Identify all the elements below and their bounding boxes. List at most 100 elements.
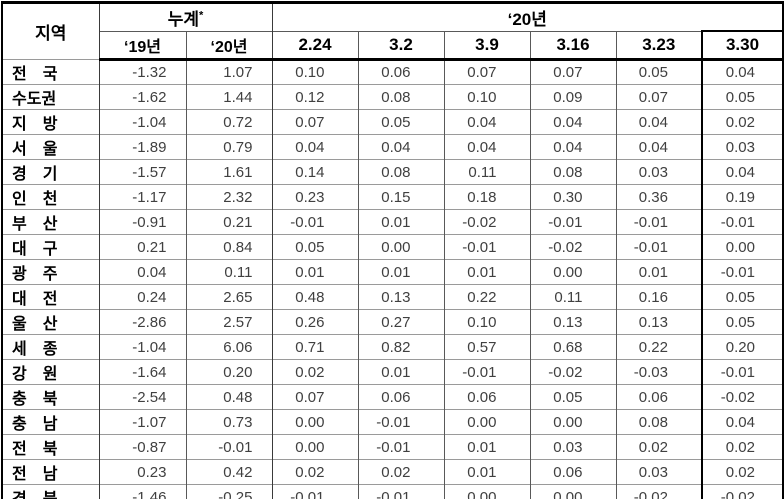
value-cell: 0.30 — [529, 184, 616, 210]
value-cell: 0.84 — [185, 234, 272, 260]
value-cell: 0.01 — [443, 259, 530, 285]
value-cell: 0.14 — [271, 159, 358, 185]
table-row: 부 산 -0.91 0.21 -0.01 0.01 -0.02 -0.01 -0… — [1, 209, 783, 235]
header-column-row: ‘19년 ‘20년 2.24 3.2 3.9 3.16 3.23 3.30 — [2, 30, 783, 61]
value-cell: 0.01 — [357, 359, 444, 385]
value-cell: 0.06 — [529, 459, 616, 485]
value-cell: -1.89 — [98, 134, 186, 160]
value-cell: 0.04 — [615, 109, 702, 135]
value-cell: 0.01 — [357, 209, 444, 235]
value-cell: 0.08 — [615, 409, 702, 435]
value-cell: -0.01 — [615, 209, 702, 235]
value-cell: 0.18 — [443, 184, 530, 210]
value-cell: 0.01 — [443, 459, 530, 485]
year-2020-group-header: ‘20년 — [271, 2, 783, 31]
value-cell: -0.01 — [443, 359, 530, 385]
table-row: 인 천 -1.17 2.32 0.23 0.15 0.18 0.30 0.36 … — [1, 184, 783, 210]
value-cell: 0.04 — [443, 134, 530, 160]
region-cell: 전 국 — [1, 59, 99, 85]
value-cell: 2.57 — [185, 309, 272, 335]
value-cell: 0.57 — [443, 334, 530, 360]
value-cell: 0.42 — [185, 459, 272, 485]
value-cell: -0.91 — [98, 209, 186, 235]
value-cell: -1.07 — [98, 409, 186, 435]
table-row: 전 북 -0.87 -0.01 0.00 -0.01 0.01 0.03 0.0… — [1, 434, 783, 460]
value-cell: 0.00 — [529, 409, 616, 435]
value-cell: 0.00 — [357, 234, 444, 260]
value-cell: 0.11 — [443, 159, 530, 185]
region-cell: 전 북 — [1, 434, 99, 460]
value-cell: 0.36 — [615, 184, 702, 210]
value-cell: -1.17 — [98, 184, 186, 210]
value-cell: 0.16 — [615, 284, 702, 310]
value-cell: -0.01 — [701, 259, 783, 285]
region-cell: 지 방 — [1, 109, 99, 135]
value-cell: 0.02 — [701, 434, 783, 460]
value-cell: 0.05 — [701, 309, 783, 335]
value-cell: 0.23 — [98, 459, 186, 485]
table-row: 전 국 -1.32 1.07 0.10 0.06 0.07 0.07 0.05 … — [1, 59, 783, 85]
value-cell: 0.01 — [443, 434, 530, 460]
value-cell: 0.03 — [529, 434, 616, 460]
value-cell: -0.01 — [357, 484, 444, 499]
value-cell: 0.10 — [443, 84, 530, 110]
col-header-3-9: 3.9 — [443, 30, 530, 61]
value-cell: 0.00 — [271, 409, 358, 435]
value-cell: 0.21 — [98, 234, 186, 260]
value-cell: -1.64 — [98, 359, 186, 385]
value-cell: 0.12 — [271, 84, 358, 110]
value-cell: -0.01 — [271, 484, 358, 499]
value-cell: 0.05 — [701, 84, 783, 110]
value-cell: 0.01 — [615, 259, 702, 285]
value-cell: 0.26 — [271, 309, 358, 335]
value-cell: 0.00 — [443, 484, 530, 499]
header-group-row: 지역 누계* ‘20년 — [1, 2, 783, 60]
value-cell: 0.04 — [443, 109, 530, 135]
value-cell: 0.01 — [271, 259, 358, 285]
value-cell: 0.05 — [615, 59, 702, 85]
value-cell: 0.15 — [357, 184, 444, 210]
value-cell: 0.06 — [357, 59, 444, 85]
value-cell: 0.04 — [529, 134, 616, 160]
value-cell: 0.05 — [529, 384, 616, 410]
region-header-cell: 지역 — [1, 2, 99, 60]
value-cell: 0.04 — [357, 134, 444, 160]
table-row: 경 기 -1.57 1.61 0.14 0.08 0.11 0.08 0.03 … — [1, 159, 783, 185]
region-cell: 서 울 — [1, 134, 99, 160]
value-cell: -1.57 — [98, 159, 186, 185]
region-cell: 부 산 — [1, 209, 99, 235]
value-cell: 0.23 — [271, 184, 358, 210]
value-cell: 2.65 — [185, 284, 272, 310]
value-cell: -0.87 — [98, 434, 186, 460]
value-cell: 1.07 — [185, 59, 272, 85]
value-cell: 0.02 — [701, 109, 783, 135]
value-cell: 0.72 — [185, 109, 272, 135]
footnote-asterisk: * — [199, 9, 204, 22]
value-cell: -0.03 — [615, 359, 702, 385]
value-cell: 0.11 — [529, 284, 616, 310]
value-cell: 0.13 — [529, 309, 616, 335]
value-cell: 0.00 — [443, 409, 530, 435]
table-body: 전 국 -1.32 1.07 0.10 0.06 0.07 0.07 0.05 … — [1, 59, 783, 499]
value-cell: 0.02 — [701, 459, 783, 485]
value-cell: 0.03 — [615, 159, 702, 185]
value-cell: -1.32 — [98, 59, 186, 85]
col-header-cum-19: ‘19년 — [98, 30, 186, 61]
value-cell: 0.22 — [615, 334, 702, 360]
value-cell: -1.04 — [98, 109, 186, 135]
value-cell: 0.73 — [185, 409, 272, 435]
value-cell: 0.07 — [271, 109, 358, 135]
region-cell: 전 남 — [1, 459, 99, 485]
region-cell: 울 산 — [1, 309, 99, 335]
value-cell: 0.07 — [529, 59, 616, 85]
value-cell: 0.20 — [701, 334, 783, 360]
year-2020-group-label: ‘20년 — [507, 9, 547, 29]
value-cell: -0.02 — [615, 484, 702, 499]
value-cell: 0.05 — [357, 109, 444, 135]
table-row: 충 남 -1.07 0.73 0.00 -0.01 0.00 0.00 0.08… — [1, 409, 783, 435]
value-cell: 0.10 — [443, 309, 530, 335]
table-row: 서 울 -1.89 0.79 0.04 0.04 0.04 0.04 0.04 … — [1, 134, 783, 160]
value-cell: -0.25 — [185, 484, 272, 499]
